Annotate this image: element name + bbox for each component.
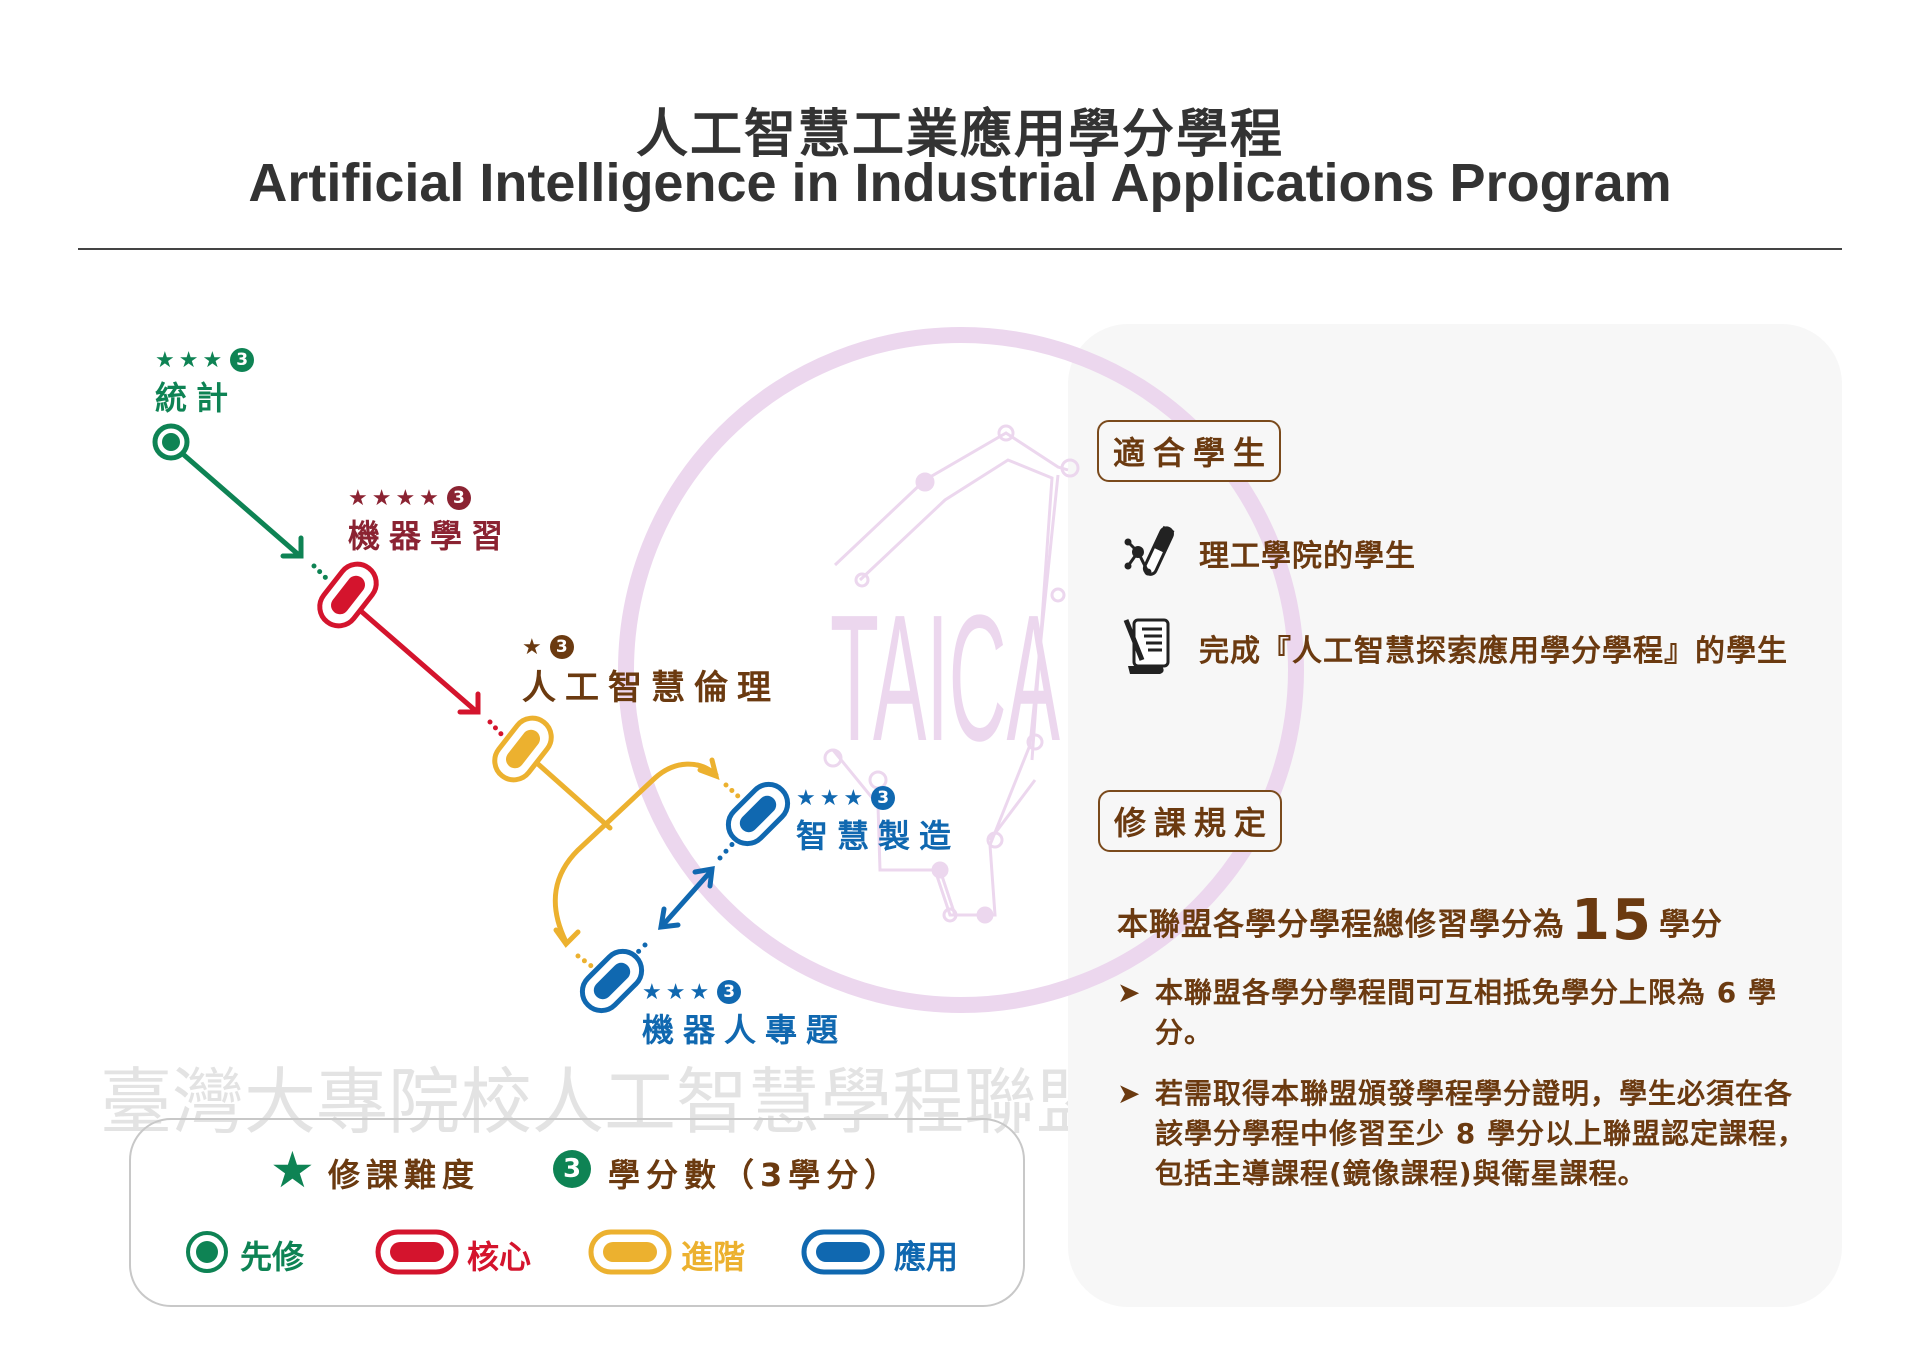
legend-credits: 學分數（3學分）	[608, 1156, 903, 1194]
difficulty-stars: ★	[522, 635, 546, 660]
legend-difficulty: 修課難度	[328, 1156, 481, 1194]
rule-bullet: ➤ 若需取得本聯盟頒發學程學分證明，學生必須在各該學分學程中修習至少 8 學分以…	[1117, 1074, 1815, 1194]
prerequisite-node-icon	[186, 1231, 228, 1273]
course-smart-manufacturing: ★★★ 3 智慧製造	[796, 786, 960, 857]
course-name: 人工智慧倫理	[522, 668, 780, 708]
svg-text:TAICA: TAICA	[830, 578, 1060, 779]
rule-bullet: ➤ 本聯盟各學分學程間可互相抵免學分上限為 6 學分。	[1117, 973, 1815, 1053]
bullet-arrow-icon: ➤	[1117, 1077, 1142, 1110]
legend-applied: 應用	[894, 1238, 959, 1276]
node-advanced-ai-ethics[interactable]	[487, 711, 559, 788]
legend-credits-badge: 3	[553, 1150, 591, 1188]
applied-node-icon	[801, 1229, 885, 1275]
course-name: 機器人專題	[642, 1011, 848, 1049]
suitable-item-text: 完成『人工智慧探索應用學分學程』的學生	[1199, 634, 1788, 669]
difficulty-stars: ★★★	[642, 980, 714, 1005]
page-title-en: Artificial Intelligence in Industrial Ap…	[248, 153, 1672, 213]
credits-badge: 3	[230, 348, 255, 372]
connector-ethics-to-applied	[535, 757, 743, 971]
course-machine-learning: ★★★★ 3 機器學習	[348, 486, 512, 557]
total-credits-suffix: 學分	[1658, 907, 1723, 943]
node-prerequisite-statistics[interactable]	[152, 423, 190, 461]
certificate-scroll-icon	[1123, 618, 1170, 674]
difficulty-stars: ★★★★	[348, 486, 443, 511]
credits-badge: 3	[717, 980, 742, 1004]
connector-ml-to-ethics	[359, 609, 506, 739]
total-credits-value: 15	[1571, 888, 1653, 953]
course-rules-heading: 修課規定	[1098, 790, 1283, 852]
title-divider	[78, 248, 1842, 250]
course-name: 智慧製造	[796, 817, 961, 855]
bullet-arrow-icon: ➤	[1117, 976, 1142, 1009]
advanced-node-icon	[588, 1229, 672, 1275]
credits-badge: 3	[446, 486, 471, 510]
suitable-item-text: 理工學院的學生	[1199, 539, 1416, 574]
credits-badge: 3	[549, 635, 574, 659]
watermark: 臺灣大專院校人工智慧學程聯盟	[100, 1060, 1109, 1144]
legend-prerequisite: 先修	[240, 1238, 305, 1276]
node-applied-smart-manufacturing[interactable]	[721, 777, 796, 852]
course-name: 機器學習	[348, 517, 513, 555]
suitable-students-heading: 適合學生	[1097, 420, 1282, 482]
course-robotics-project: ★★★ 3 機器人專題	[642, 980, 847, 1051]
legend-advanced: 進階	[681, 1238, 746, 1276]
difficulty-stars: ★★★	[796, 786, 868, 811]
taica-logo: TAICA	[618, 327, 1304, 1013]
difficulty-stars: ★★★	[155, 348, 227, 373]
course-ai-ethics: ★ 3 人工智慧倫理	[522, 635, 780, 709]
node-applied-robotics-project[interactable]	[575, 944, 650, 1019]
legend-core: 核心	[467, 1238, 532, 1276]
rule-text: 本聯盟各學分學程間可互相抵免學分上限為 6 學分。	[1155, 976, 1777, 1049]
star-icon: ★	[270, 1141, 315, 1199]
rule-text: 若需取得本聯盟頒發學程學分證明，學生必須在各該學分學程中修習至少 8 學分以上聯…	[1155, 1077, 1806, 1190]
legend-box	[129, 1118, 1025, 1307]
page-title-zh: 人工智慧工業應用學分學程	[635, 105, 1284, 165]
science-test-tube-icon	[1124, 525, 1175, 576]
credits-badge: 3	[871, 786, 896, 810]
node-core-machine-learning[interactable]	[312, 557, 384, 634]
core-node-icon	[375, 1229, 459, 1275]
course-statistics: ★★★ 3 統計	[155, 348, 255, 419]
connector-stats-to-ml	[181, 452, 331, 583]
course-name: 統計	[155, 379, 238, 417]
total-credits-line: 本聯盟各學分學程總修習學分為 15 學分	[1117, 888, 1723, 953]
total-credits-prefix: 本聯盟各學分學程總修習學分為	[1117, 907, 1565, 943]
